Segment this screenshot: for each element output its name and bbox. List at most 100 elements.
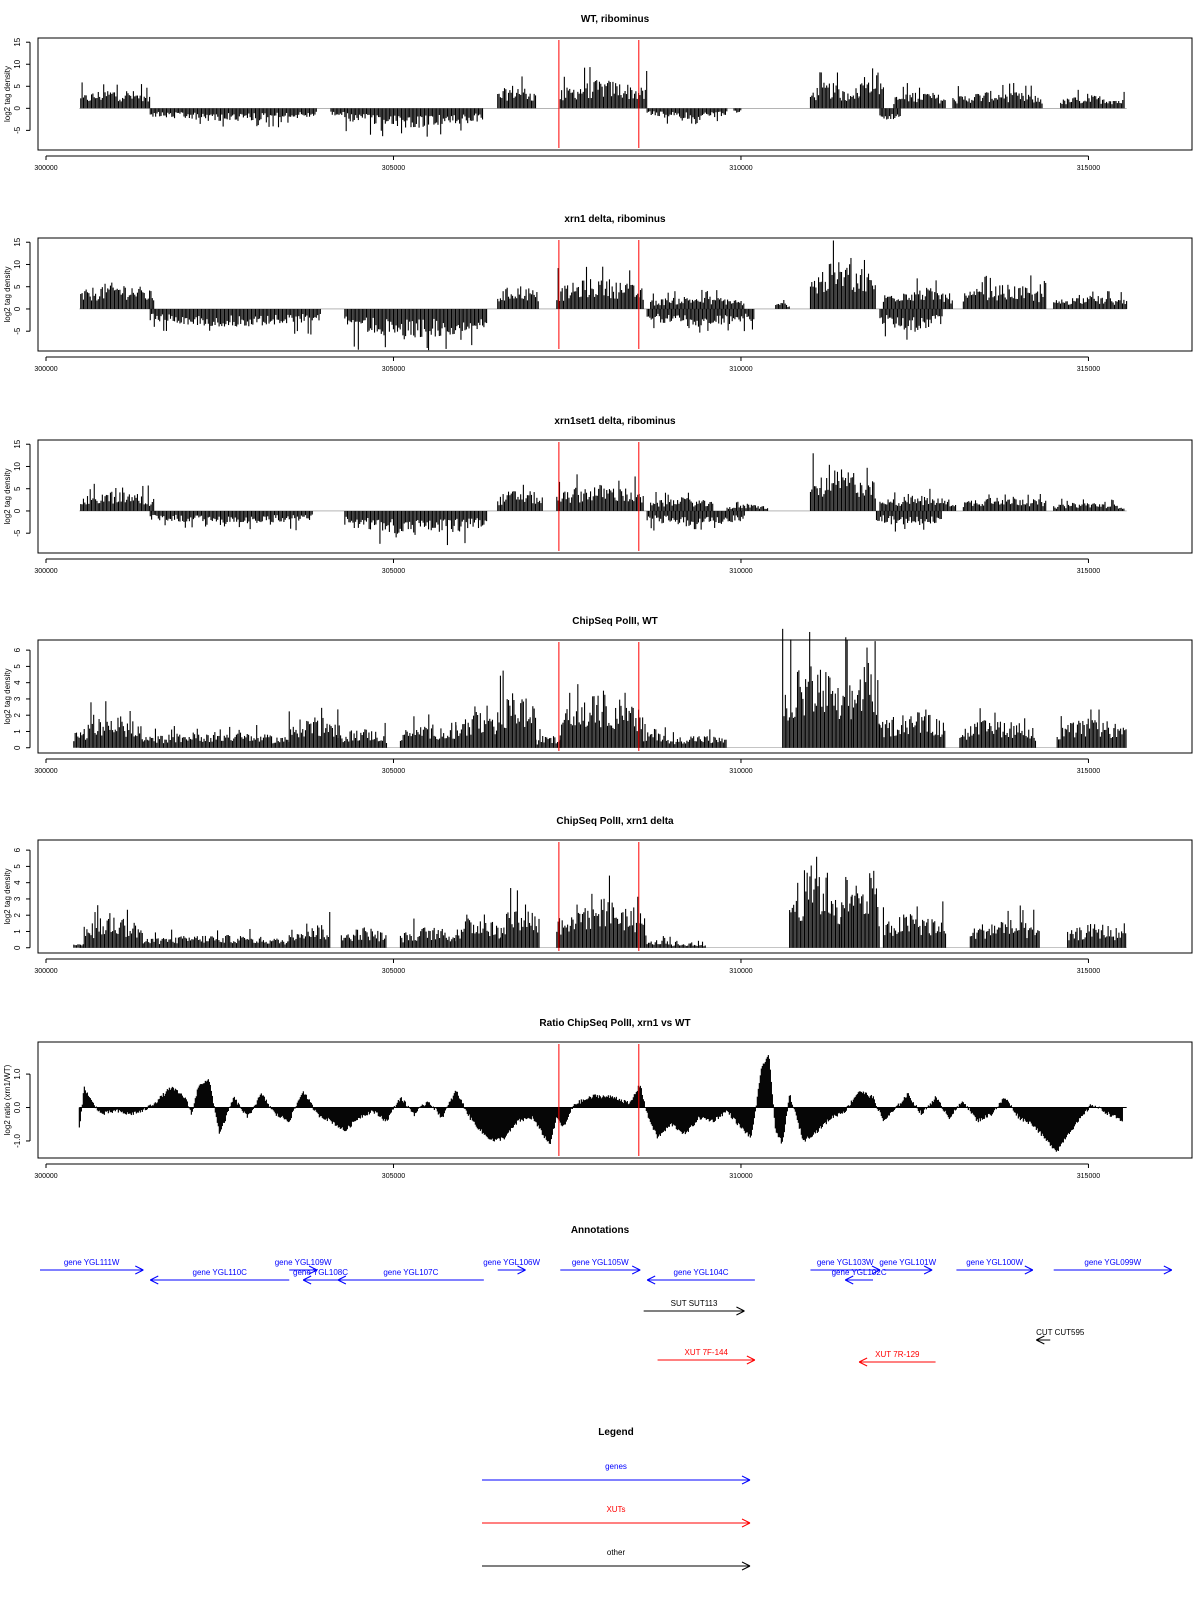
y-tick-label: 6 xyxy=(13,647,22,652)
y-tick-label: 5 xyxy=(13,864,22,869)
positive-density-block xyxy=(882,278,953,309)
x-axis: 300000 305000 310000 315000 xyxy=(34,1163,1100,1180)
x-tick-label: 300000 xyxy=(34,366,57,373)
positive-density-block xyxy=(841,637,852,748)
y-tick-label: 0 xyxy=(13,106,22,111)
negative-density-block xyxy=(646,510,745,531)
arrowhead-stroke xyxy=(631,1265,641,1271)
x-tick-label: 305000 xyxy=(382,366,405,373)
positive-density-block xyxy=(80,483,155,511)
positive-density-block xyxy=(962,493,1047,511)
x-axis: 300000 305000 310000 315000 xyxy=(34,758,1100,775)
chart-panel-5: ChipSeq PolII, xrn1 delta 0 1 2 3 4 5 6 log2 tag… xyxy=(3,816,1193,975)
chart-title: xrn1set1 delta, ribominus xyxy=(554,416,676,427)
positive-density-block xyxy=(851,870,880,948)
positive-density-block xyxy=(809,72,845,109)
x-tick-label: 315000 xyxy=(1077,366,1100,373)
y-tick-label: -5 xyxy=(13,126,22,134)
positive-density-block xyxy=(893,83,946,109)
positive-density-block xyxy=(559,67,648,109)
y-tick-label: 15 xyxy=(13,439,22,448)
negative-density-block xyxy=(344,108,484,137)
x-tick-label: 315000 xyxy=(1077,165,1100,172)
chart-panel-1: WT, ribominus -5 0 5 10 15 log2 tag density 300… xyxy=(3,14,1193,172)
y-tick-label: -1.0 xyxy=(13,1134,22,1148)
chart-panel-3: xrn1set1 delta, ribominus -5 0 5 10 15 log2 ta… xyxy=(3,416,1193,575)
x-tick-label: 310000 xyxy=(729,1173,752,1180)
negative-density-block xyxy=(879,308,943,340)
y-tick-label: 3 xyxy=(13,696,22,701)
x-tick-label: 310000 xyxy=(729,968,752,975)
y-tick-label: 5 xyxy=(13,664,22,669)
x-tick-label: 305000 xyxy=(382,1173,405,1180)
data-marks xyxy=(79,67,1127,137)
feature-label: gene YGL111W xyxy=(64,1258,120,1267)
plot-frame xyxy=(37,439,1193,554)
annotation-feature: gene YGL105W xyxy=(560,1258,641,1275)
arrowhead-stroke xyxy=(135,1265,144,1271)
positive-density-block xyxy=(337,722,388,748)
arrowhead-stroke xyxy=(517,1269,526,1275)
positive-density-block xyxy=(841,876,852,948)
arrowhead-stroke xyxy=(302,1279,312,1285)
y-tick-label: 2 xyxy=(13,712,22,717)
positive-density-block xyxy=(809,453,876,511)
arrowhead-stroke xyxy=(150,1279,159,1285)
annotations-panel: Annotations gene YGL111W gene YGL110C gene … xyxy=(40,1225,1173,1367)
positive-density-block xyxy=(497,76,537,109)
negative-density-block xyxy=(879,108,901,120)
positive-density-block xyxy=(497,484,543,511)
positive-density-block xyxy=(80,82,151,109)
positive-density-block xyxy=(1067,923,1127,948)
arrowhead-stroke xyxy=(517,1265,526,1271)
y-tick-label: 1 xyxy=(13,929,22,934)
x-tick-label: 300000 xyxy=(34,768,57,775)
y-tick-label: 2 xyxy=(13,912,22,917)
negative-density-block xyxy=(344,510,488,546)
x-tick-label: 305000 xyxy=(382,568,405,575)
positive-density-block xyxy=(879,488,957,511)
positive-density-block xyxy=(73,944,84,948)
negative-density-block xyxy=(344,308,488,351)
positive-density-block xyxy=(559,684,644,748)
positive-density-block xyxy=(726,501,769,511)
plot-frame xyxy=(37,1041,1193,1159)
arrowhead-stroke xyxy=(337,1275,347,1281)
y-tick-label: 10 xyxy=(13,461,22,470)
y-tick-label: 0 xyxy=(13,745,22,750)
x-axis: 300000 305000 310000 315000 xyxy=(34,356,1100,373)
positive-density-block xyxy=(809,240,876,309)
positive-density-block xyxy=(455,914,502,948)
data-marks xyxy=(78,1055,1127,1152)
positive-density-block xyxy=(73,732,84,748)
x-tick-label: 300000 xyxy=(34,568,57,575)
plot-frame xyxy=(37,839,1193,954)
y-axis-label: log2 tag density xyxy=(3,266,12,322)
y-axis-label: log2 ratio (xrn1/WT) xyxy=(3,1064,12,1135)
positive-density-block xyxy=(142,928,290,948)
negative-density-block xyxy=(646,108,728,125)
chart-panel-2: xrn1 delta, ribominus -5 0 5 10 15 log2 tag de… xyxy=(3,214,1193,373)
data-marks xyxy=(73,856,1127,949)
positive-density-block xyxy=(80,282,155,309)
annotation-feature: gene YGL111W xyxy=(40,1258,144,1275)
y-axis-label: log2 tag density xyxy=(3,468,12,524)
positive-density-block xyxy=(399,714,457,748)
chart-title: WT, ribominus xyxy=(581,14,650,25)
y-axis-label: log2 tag density xyxy=(3,66,12,122)
positive-density-block xyxy=(497,286,539,309)
annotation-feature: gene YGL106W xyxy=(483,1258,540,1275)
feature-label: gene YGL109W xyxy=(275,1258,332,1267)
positive-density-block xyxy=(969,905,1040,948)
y-axis: 0 1 2 3 4 5 6 log2 tag density xyxy=(3,647,31,750)
annotation-feature: gene YGL104C xyxy=(646,1268,755,1285)
x-tick-label: 310000 xyxy=(729,568,752,575)
positive-density-block xyxy=(851,641,880,748)
y-tick-label: 15 xyxy=(13,37,22,46)
positive-density-block xyxy=(1060,89,1125,109)
positive-density-block xyxy=(650,289,745,309)
positive-density-block xyxy=(1053,291,1128,309)
positive-density-block xyxy=(962,275,1047,309)
positive-density-block xyxy=(952,83,1043,109)
